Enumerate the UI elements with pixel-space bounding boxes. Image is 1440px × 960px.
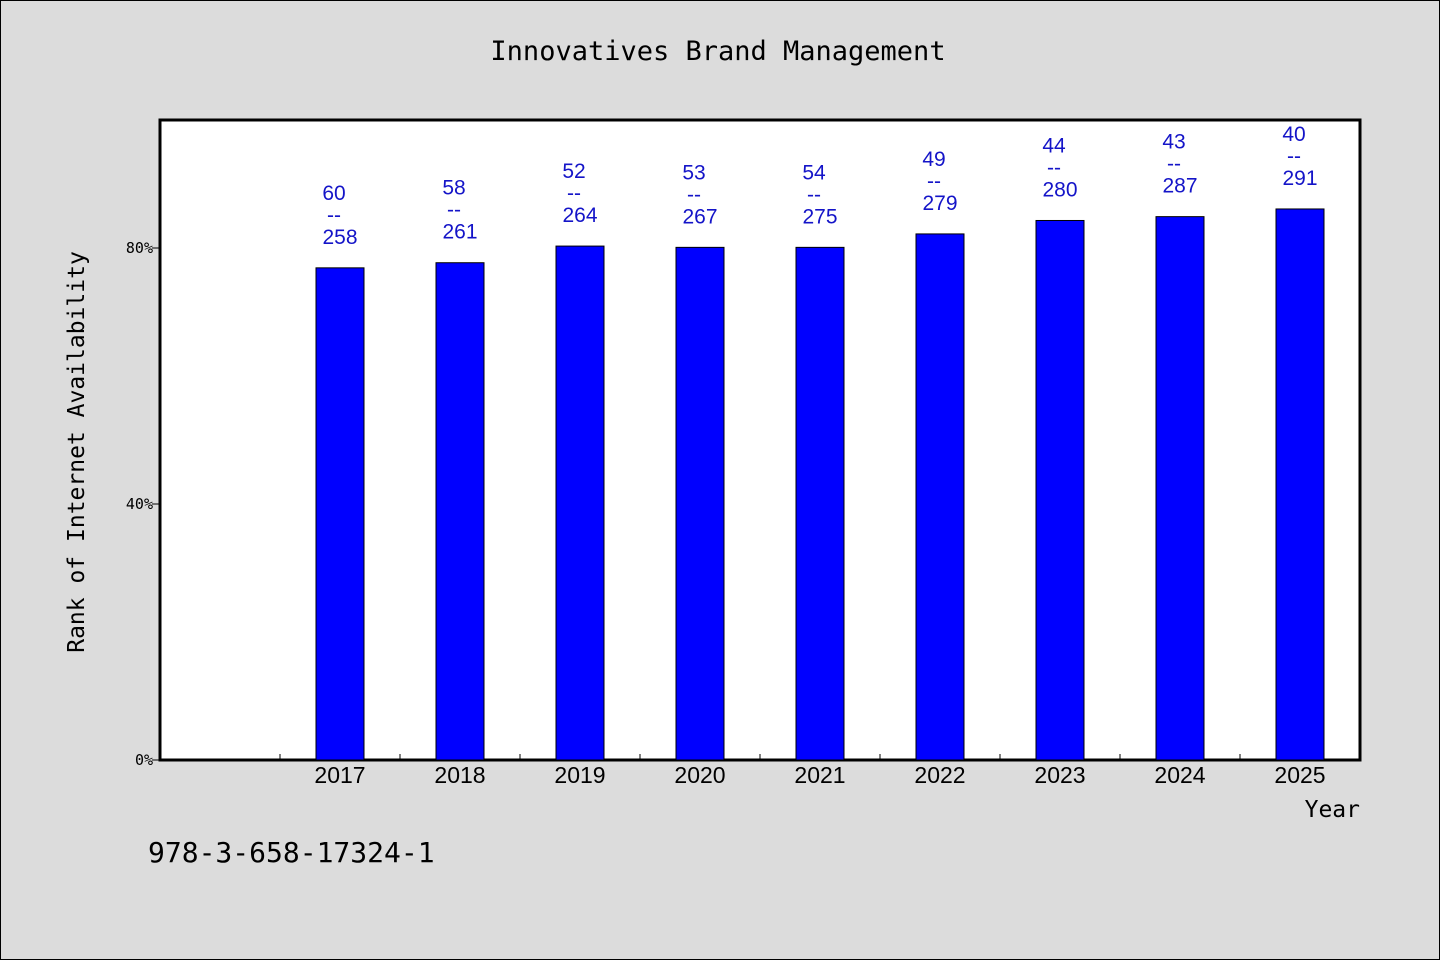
x-tick-label: 2022 <box>914 762 965 788</box>
bar-2018 <box>435 262 485 761</box>
bar-2019 <box>555 245 605 761</box>
x-tick-label: 2021 <box>794 762 845 788</box>
chart-title: Innovatives Brand Management <box>490 36 945 67</box>
bar-label-top: 60 <box>322 182 345 205</box>
bar-label-bottom: 287 <box>1162 175 1197 198</box>
bar-2022 <box>915 233 965 761</box>
bar-label-top: 49 <box>922 148 945 171</box>
bar-2023 <box>1035 219 1085 761</box>
x-axis: 2017 2018 2019 2020 2021 2022 2023 2024 2025 <box>279 754 1326 788</box>
bar-label-bottom: 267 <box>682 205 717 228</box>
x-tick-label: 2024 <box>1154 762 1205 788</box>
bar-series <box>315 208 1325 761</box>
x-tick-label: 2017 <box>314 762 365 788</box>
y-axis: 0% 40% 80% <box>126 239 160 769</box>
bar-label-bottom: 275 <box>802 205 837 228</box>
x-tick-label: 2025 <box>1274 762 1325 788</box>
bar-label-separator: -- <box>1167 153 1181 176</box>
bar-2020 <box>675 246 725 761</box>
bar-label-bottom: 261 <box>442 221 477 244</box>
x-tick-label: 2018 <box>434 762 485 788</box>
bar-label-separator: -- <box>1287 145 1301 168</box>
bar-2024 <box>1155 216 1205 761</box>
bar-2025 <box>1275 208 1325 761</box>
bar-label-bottom: 279 <box>922 192 957 215</box>
x-axis-title: Year <box>1305 797 1360 823</box>
y-tick-label: 80% <box>126 239 153 257</box>
footer-code: 978-3-658-17324-1 <box>148 836 435 869</box>
bar-label-top: 44 <box>1042 134 1066 157</box>
bar-label-separator: -- <box>687 183 701 206</box>
bar-label-bottom: 258 <box>322 226 357 249</box>
bar-label-separator: -- <box>927 170 941 193</box>
bar-label-separator: -- <box>807 183 821 206</box>
bar-label-top: 40 <box>1282 123 1305 146</box>
bar-label-separator: -- <box>1047 156 1061 179</box>
bar-label-separator: -- <box>327 204 341 227</box>
bar-label-top: 58 <box>442 177 465 200</box>
bar-label-top: 43 <box>1162 131 1185 154</box>
y-axis-title: Rank of Internet Availability <box>64 251 90 653</box>
bar-label-separator: -- <box>447 199 461 222</box>
bar-2021 <box>795 246 845 761</box>
bar-labels: 60--25858--26152--26453--26754--27549--2… <box>322 123 1317 249</box>
bar-2017 <box>315 267 365 761</box>
bar-label-bottom: 291 <box>1282 167 1317 190</box>
x-tick-label: 2023 <box>1034 762 1085 788</box>
y-tick-label: 0% <box>135 751 153 769</box>
y-tick-label: 40% <box>126 495 153 513</box>
bar-label-bottom: 264 <box>562 204 597 227</box>
x-tick-label: 2019 <box>554 762 605 788</box>
bar-label-bottom: 280 <box>1042 178 1077 201</box>
bar-label-top: 54 <box>802 161 826 184</box>
bar-label-top: 53 <box>682 161 705 184</box>
bar-label-top: 52 <box>562 160 585 183</box>
x-tick-label: 2020 <box>674 762 725 788</box>
bar-label-separator: -- <box>567 182 581 205</box>
